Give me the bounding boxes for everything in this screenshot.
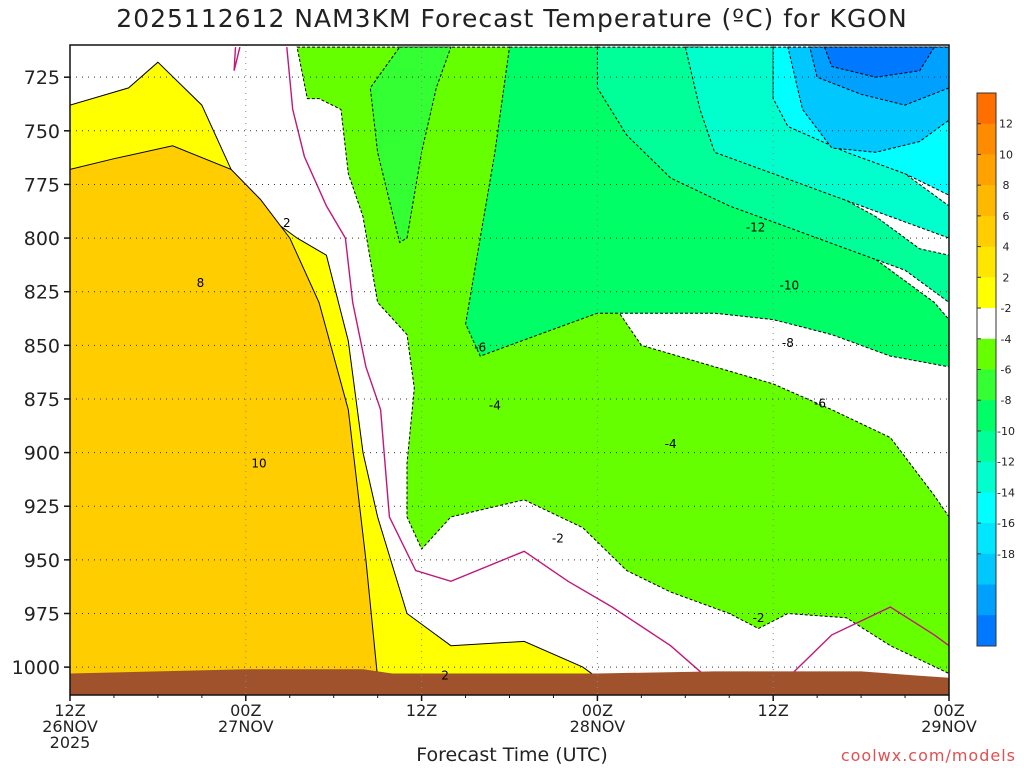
colorbar-label-9: -8 — [1001, 394, 1012, 407]
y-tick-label-825: 825 — [24, 282, 60, 304]
colorbar-swatch-13 — [977, 492, 996, 524]
colorbar-swatch-7 — [977, 308, 996, 340]
colorbar-swatch-6 — [977, 277, 996, 309]
contour-label-2: 10 — [251, 456, 266, 470]
colorbar-swatch-9 — [977, 369, 996, 401]
colorbar-label-3: 6 — [1003, 210, 1010, 223]
colorbar-label-6: -2 — [1001, 302, 1012, 315]
x-tick-label-4-0: 12Z — [758, 701, 789, 720]
chart-title: 2025112612 NAM3KM Forecast Temperature (… — [116, 4, 908, 33]
contour-label-6: -2 — [552, 531, 564, 545]
colorbar-label-12: -14 — [997, 486, 1015, 499]
contour-label-12: -2 — [753, 611, 765, 625]
contour-label-5: -4 — [489, 398, 501, 412]
colorbar-swatch-11 — [977, 430, 996, 463]
colorbar-swatch-0 — [977, 93, 996, 125]
colorbar-label-11: -12 — [997, 456, 1015, 469]
region-temp-minus-2-to-minus-4 — [296, 46, 949, 675]
colorbar-swatch-3 — [977, 185, 996, 217]
colorbar-swatch-16 — [977, 584, 996, 616]
colorbar-swatch-4 — [977, 215, 996, 248]
y-tick-label-725: 725 — [24, 67, 60, 89]
x-tick-label-0-2: 2025 — [50, 733, 91, 752]
contour-label-8: -12 — [746, 220, 766, 234]
contour-label-3: 2 — [441, 669, 449, 683]
y-tick-label-750: 750 — [24, 121, 60, 143]
contour-label-9: -10 — [780, 278, 800, 292]
colorbar-swatch-5 — [977, 246, 996, 278]
contour-label-4: -6 — [474, 340, 486, 354]
x-axis-label: Forecast Time (UTC) — [416, 744, 608, 766]
y-tick-label-925: 925 — [24, 496, 60, 518]
colorbar-label-8: -6 — [1001, 364, 1012, 377]
y-tick-label-850: 850 — [24, 335, 60, 357]
x-tick-label-2-0: 12Z — [406, 701, 437, 720]
freezing-contour-1 — [286, 47, 708, 679]
credit-link[interactable]: coolwx.com/models — [840, 746, 1016, 765]
contour-label-10: -8 — [782, 336, 794, 350]
contour-label-11: -6 — [814, 396, 826, 410]
colorbar-label-5: 2 — [1003, 271, 1010, 284]
x-tick-label-1-0: 00Z — [230, 701, 261, 720]
region-temp-minus-4-upper — [369, 46, 452, 244]
colorbar-label-0: 12 — [999, 118, 1013, 131]
y-tick-label-950: 950 — [24, 550, 60, 572]
colorbar-swatch-17 — [977, 615, 996, 647]
contour-label-0: 2 — [283, 216, 291, 230]
terrain-ground — [70, 669, 949, 695]
y-tick-label-975: 975 — [24, 603, 60, 625]
colorbar-label-2: 8 — [1003, 179, 1010, 192]
x-tick-label-0-1: 26NOV — [42, 717, 98, 736]
contour-label-1: 8 — [197, 276, 205, 290]
colorbar-swatch-10 — [977, 400, 996, 432]
x-tick-label-3-0: 00Z — [582, 701, 613, 720]
freezing-contour-2 — [787, 606, 949, 679]
colorbar-label-4: 4 — [1003, 241, 1010, 254]
contour-label-7: -4 — [665, 437, 677, 451]
x-tick-label-5-1: 29NOV — [921, 717, 977, 736]
colorbar-label-10: -10 — [997, 425, 1015, 438]
x-tick-label-1-1: 27NOV — [218, 717, 274, 736]
y-tick-label-900: 900 — [24, 443, 60, 465]
freezing-contour-0 — [233, 46, 241, 71]
region-cold-band-6 — [823, 46, 936, 78]
colorbar-label-13: -16 — [997, 517, 1015, 530]
colorbar-label-14: -18 — [997, 548, 1015, 561]
colorbar-swatch-12 — [977, 461, 996, 493]
colorbar-swatch-14 — [977, 523, 996, 555]
region-temp+4 — [70, 145, 379, 679]
x-tick-label-5-0: 00Z — [933, 701, 964, 720]
y-tick-label-800: 800 — [24, 228, 60, 250]
colorbar-swatch-15 — [977, 553, 996, 586]
colorbar-label-7: -4 — [1001, 333, 1012, 346]
colorbar-swatch-1 — [977, 123, 996, 155]
x-tick-label-3-1: 28NOV — [570, 717, 626, 736]
y-tick-label-1000: 1000 — [12, 657, 60, 679]
colorbar-swatch-2 — [977, 154, 996, 186]
colorbar-swatch-8 — [977, 338, 996, 370]
x-tick-label-0-0: 12Z — [54, 701, 85, 720]
y-tick-label-875: 875 — [24, 389, 60, 411]
colorbar-label-1: 10 — [999, 148, 1013, 161]
y-tick-label-775: 775 — [24, 174, 60, 196]
